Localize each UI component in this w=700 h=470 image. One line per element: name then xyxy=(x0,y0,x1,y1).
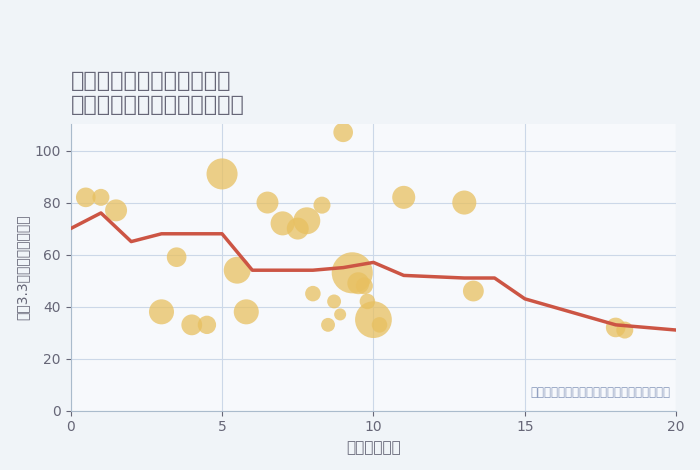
Point xyxy=(610,324,622,331)
X-axis label: 駅距離（分）: 駅距離（分） xyxy=(346,440,401,455)
Point xyxy=(262,199,273,206)
Point xyxy=(307,290,318,298)
Point xyxy=(156,308,167,315)
Point xyxy=(328,298,339,305)
Text: 円の大きさは、取引のあった物件面積を示す: 円の大きさは、取引のあった物件面積を示す xyxy=(530,386,670,400)
Point xyxy=(620,326,631,334)
Point xyxy=(398,194,409,201)
Point xyxy=(353,280,364,287)
Y-axis label: 坪（3.3㎡）単価（万円）: 坪（3.3㎡）単価（万円） xyxy=(15,215,29,321)
Point xyxy=(202,321,213,329)
Point xyxy=(468,287,479,295)
Point xyxy=(368,316,379,323)
Point xyxy=(186,321,197,329)
Point xyxy=(95,194,106,201)
Point xyxy=(346,269,358,276)
Point xyxy=(359,282,370,290)
Point xyxy=(292,225,303,232)
Point xyxy=(232,266,243,274)
Point xyxy=(362,298,373,305)
Point xyxy=(241,308,252,315)
Point xyxy=(171,253,182,261)
Point xyxy=(335,311,346,318)
Point xyxy=(301,217,312,225)
Point xyxy=(323,321,334,329)
Text: 埼玉県東松山市あずま町の
駅距離別中古マンション価格: 埼玉県東松山市あずま町の 駅距離別中古マンション価格 xyxy=(71,71,244,115)
Point xyxy=(337,128,349,136)
Point xyxy=(277,219,288,227)
Point xyxy=(216,170,228,178)
Point xyxy=(111,207,122,214)
Point xyxy=(80,194,92,201)
Point xyxy=(316,201,328,209)
Point xyxy=(458,199,470,206)
Point xyxy=(374,321,385,329)
